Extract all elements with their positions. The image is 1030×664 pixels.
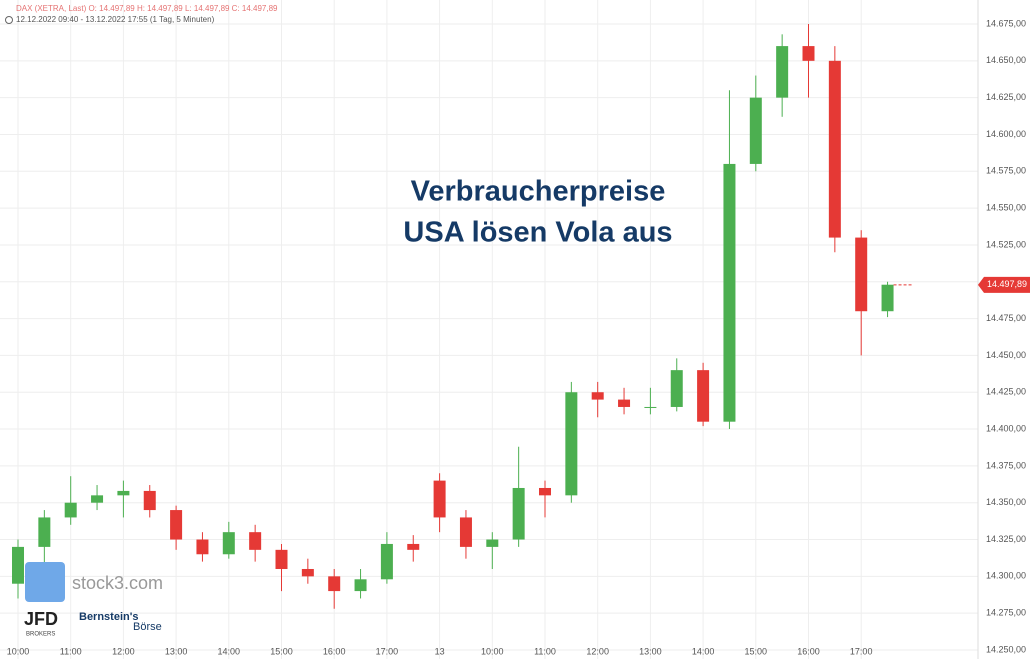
y-tick-label: 14.300,00 — [986, 571, 1026, 581]
candle-body — [618, 399, 631, 407]
candle-body — [802, 46, 815, 61]
x-tick-label: 12:00 — [112, 646, 135, 656]
candle-body — [143, 490, 156, 511]
labels: 14.250,00 14.275,00 14.300,00 14.325,00 14.3… — [7, 18, 1030, 656]
y-tick-label: 14.325,00 — [986, 534, 1026, 544]
candle-body — [697, 370, 710, 422]
candle-body — [328, 576, 341, 592]
y-tick-label: 14.250,00 — [986, 644, 1026, 654]
candle-body — [433, 480, 446, 518]
y-tick-label: 14.400,00 — [986, 423, 1026, 433]
x-tick-label: 13:00 — [165, 646, 188, 656]
candle-body — [117, 490, 130, 496]
candle-body — [354, 579, 367, 592]
candle-body — [222, 532, 235, 555]
y-tick-label: 14.525,00 — [986, 239, 1026, 249]
candle-body — [486, 539, 499, 547]
x-tick-label: 11:00 — [534, 646, 556, 656]
y-tick-label: 14.650,00 — [986, 55, 1026, 65]
x-tick-label: 13 — [435, 646, 445, 656]
candle-body — [38, 517, 51, 547]
candle-body — [855, 237, 868, 312]
candle-body — [301, 568, 314, 577]
watermark: JFD — [24, 609, 58, 629]
y-tick-label: 14.450,00 — [986, 350, 1026, 360]
candle-body — [723, 163, 736, 422]
y-tick-label: 14.275,00 — [986, 608, 1026, 618]
x-tick-label: 14:00 — [692, 646, 715, 656]
candle-body — [644, 406, 657, 408]
x-tick-label: 12:00 — [586, 646, 609, 656]
y-tick-label: 14.575,00 — [986, 166, 1026, 176]
y-tick-label: 14.350,00 — [986, 497, 1026, 507]
y-tick-label: 14.475,00 — [986, 313, 1026, 323]
candle-body — [459, 517, 472, 547]
annotation: USA lösen Vola aus — [403, 217, 672, 249]
x-tick-label: 10:00 — [481, 646, 504, 656]
y-tick-label: 14.375,00 — [986, 460, 1026, 470]
x-tick-label: 10:00 — [7, 646, 30, 656]
candle-body — [407, 543, 420, 550]
last-price-label: 14.497,89 — [987, 279, 1027, 289]
candle-body — [249, 532, 262, 550]
x-tick-label: 16:00 — [797, 646, 820, 656]
x-tick-label: 17:00 — [376, 646, 399, 656]
candle-body — [776, 46, 789, 98]
x-tick-label: 15:00 — [745, 646, 768, 656]
watermark: stock3.com — [72, 573, 163, 593]
candle-body — [12, 546, 24, 584]
candle-body — [749, 97, 762, 164]
candle-body — [670, 370, 683, 407]
watermark: Bernstein's — [79, 611, 138, 623]
candle-body — [828, 60, 841, 238]
y-tick-label: 14.600,00 — [986, 129, 1026, 139]
candle-body — [275, 549, 288, 569]
x-tick-label: 11:00 — [60, 646, 82, 656]
x-tick-label: 13:00 — [639, 646, 662, 656]
candle-body — [512, 487, 525, 540]
logo-icon — [25, 562, 65, 602]
candle-body — [565, 392, 578, 496]
candle-body — [380, 543, 393, 580]
last-price-tag — [978, 276, 1030, 293]
candle-body — [170, 510, 183, 540]
candle-body — [881, 284, 894, 312]
watermark: Börse — [133, 621, 162, 633]
y-tick-label: 14.550,00 — [986, 202, 1026, 212]
candle-body — [64, 502, 77, 518]
plot — [12, 24, 912, 609]
y-tick-label: 14.625,00 — [986, 92, 1026, 102]
candle-body — [196, 539, 209, 555]
range-text: 12.12.2022 09:40 - 13.12.2022 17:55 (1 T… — [16, 15, 215, 24]
clock-icon — [5, 16, 13, 24]
x-tick-label: 15:00 — [270, 646, 293, 656]
candle-body — [539, 487, 551, 496]
x-tick-label: 14:00 — [218, 646, 241, 656]
watermark: BROKERS — [26, 632, 55, 638]
header: DAX (XETRA, Last) O: 14.497,89 H: 14.497… — [16, 4, 278, 13]
candle-body — [591, 392, 604, 400]
y-tick-label: 14.425,00 — [986, 387, 1026, 397]
x-tick-label: 17:00 — [850, 646, 873, 656]
x-tick-label: 16:00 — [323, 646, 346, 656]
y-tick-label: 14.675,00 — [986, 18, 1026, 28]
annotation: Verbraucherpreise — [411, 176, 666, 208]
candle-body — [91, 495, 104, 503]
